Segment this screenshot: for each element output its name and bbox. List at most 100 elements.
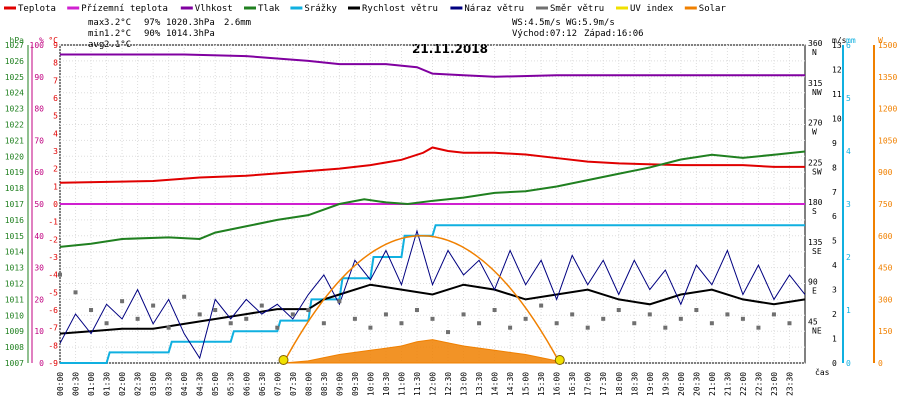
axis-degc-tick-5: -4 [48,271,58,280]
series-7-point-6 [151,303,156,308]
axis-mm-tick-5: 5 [846,94,851,103]
axis-ms-tick-3: 3 [832,286,837,295]
x-tick-10: 05:00 [211,372,220,396]
x-tick-26: 13:00 [460,372,469,396]
x-tick-15: 07:30 [289,372,298,396]
series-7-point-11 [228,321,233,326]
x-tick-0: 00:00 [56,372,65,396]
axis-hpa-tick-20: 1027 [5,41,24,50]
axis-pct-tick-0: 0 [39,359,44,368]
axis-mm-tick-0: 0 [846,359,851,368]
axis-hpa-tick-2: 1009 [5,327,24,336]
series-7-point-41 [694,308,699,312]
x-tick-25: 12:30 [444,372,453,396]
axis-label-w: W [878,36,883,45]
series-7-point-21 [383,312,388,317]
axis-dir-deg-5: 225 [808,158,823,167]
series-7-point-15 [290,312,295,317]
series-7-point-34 [585,325,590,330]
x-axis-label: čas [815,367,830,377]
info-sunset: Západ:16:06 [584,29,644,39]
info-wg: WG:5.9m/s [566,18,615,28]
x-tick-19: 09:30 [351,372,360,396]
series-7-point-42 [709,321,714,326]
legend-label-4: Srážky [304,4,337,14]
series-7-point-2 [89,308,94,312]
axis-dir-name-6: W [812,128,817,137]
x-tick-41: 20:30 [692,372,701,396]
series-7-point-36 [616,308,621,312]
axis-degc-tick-1: -8 [48,341,58,350]
axis-degc-tick-4: -5 [48,288,58,297]
x-tick-8: 04:00 [180,372,189,396]
x-tick-31: 15:30 [537,372,546,396]
legend-label-5: Rychlost větru [362,4,438,14]
axis-ms-tick-8: 8 [832,163,837,172]
series-line-3 [59,150,806,248]
sun-marker-0 [278,355,289,365]
x-tick-46: 23:00 [770,372,779,396]
axis-hpa-tick-7: 1014 [5,248,24,257]
axis-degc-tick-12: 3 [53,147,58,156]
axis-dir-deg-2: 90 [808,278,818,287]
stat-max-press: 1020.3hPa [166,18,215,28]
axis-pct-tick-6: 60 [34,168,44,177]
x-tick-35: 17:30 [599,372,608,396]
axis-mm-tick-1: 1 [846,306,851,315]
axis-ms-tick-10: 10 [832,114,842,123]
axis-w-tick-9: 1350 [878,73,897,82]
axis-w-tick-7: 1050 [878,136,897,145]
axis-degc-tick-2: -7 [48,324,58,333]
axis-ms-tick-7: 7 [832,188,837,197]
series-7-point-33 [570,312,575,317]
series-7-point-19 [352,316,357,321]
series-7-point-43 [725,312,730,317]
axis-hpa-tick-14: 1021 [5,136,24,145]
series-7-point-17 [321,321,326,326]
series-7-point-20 [368,325,373,330]
x-tick-14: 07:00 [273,372,282,396]
series-7-point-39 [663,325,668,330]
x-tick-24: 12:00 [429,372,438,396]
axis-degc-tick-18: 9 [53,41,58,50]
stat-max-temp: 3.2°C [104,18,131,28]
axis-hpa-tick-8: 1015 [5,232,24,241]
x-tick-43: 21:30 [723,372,732,396]
axis-w-tick-1: 150 [878,327,893,336]
series-7-point-44 [740,316,745,321]
series-line-6 [59,229,806,360]
series-line-2 [60,53,805,78]
legend-label-8: UV index [630,4,674,14]
axis-ms-tick-9: 9 [832,139,837,148]
axis-ms-tick-12: 12 [832,65,842,74]
x-tick-34: 17:00 [584,372,593,396]
axis-hpa-tick-9: 1016 [5,216,24,225]
series-7-point-5 [135,316,140,321]
axis-dir-name-8: N [812,48,817,57]
axis-hpa-tick-4: 1011 [5,295,24,304]
axis-label-ms: m/s [832,36,847,45]
axis-w-tick-0: 0 [878,359,883,368]
info-sunrise: Východ:07:12 [512,29,577,39]
axis-pct-tick-1: 10 [34,327,44,336]
series-7-point-37 [632,321,637,326]
x-tick-9: 04:30 [196,372,205,396]
x-tick-47: 23:30 [785,372,794,396]
axis-degc-tick-16: 7 [53,76,58,85]
x-tick-39: 19:30 [661,372,670,396]
axis-degc-tick-11: 2 [53,165,58,174]
x-tick-27: 13:30 [475,372,484,396]
axis-w-tick-8: 1200 [878,105,897,114]
stat-max-hum: 97% [144,18,161,28]
axis-w-tick-2: 300 [878,295,893,304]
axis-degc-tick-17: 8 [53,59,58,68]
axis-dir-name-7: NW [812,88,822,97]
axis-mm-tick-6: 6 [846,41,851,50]
axis-pct-tick-5: 50 [34,200,44,209]
x-tick-22: 11:00 [397,372,406,396]
axis-hpa-tick-11: 1018 [5,184,24,193]
series-7-point-47 [787,321,792,326]
axis-hpa-tick-19: 1026 [5,57,24,66]
